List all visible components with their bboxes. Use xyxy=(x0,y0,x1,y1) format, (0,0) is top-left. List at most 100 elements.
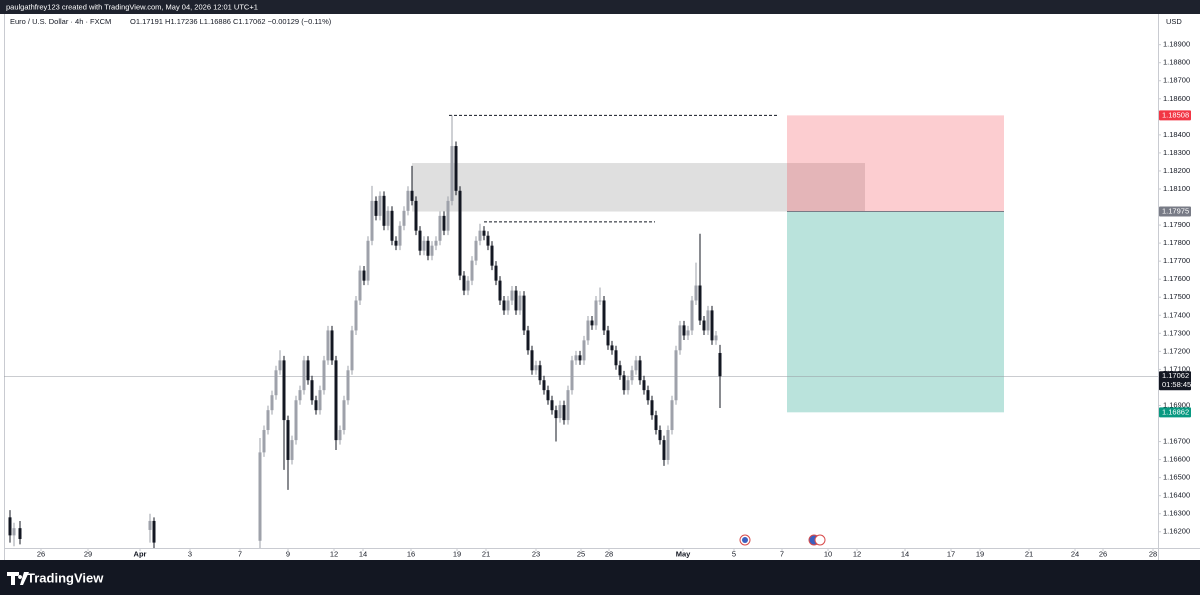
y-tick-label: 1.18400 xyxy=(1163,130,1190,139)
candle-body xyxy=(282,360,286,421)
candle-body xyxy=(626,380,630,391)
candle-body xyxy=(666,430,670,460)
candle-body xyxy=(466,280,470,291)
candle-body xyxy=(582,340,586,361)
x-tick-label: 28 xyxy=(1149,549,1157,558)
candle-body xyxy=(678,325,682,351)
candle-body xyxy=(354,300,358,331)
target-zone xyxy=(787,211,1004,413)
candle-body xyxy=(714,335,718,341)
candle-body xyxy=(546,390,550,401)
candle-body xyxy=(262,430,266,453)
candle-body xyxy=(574,355,578,361)
candle-body xyxy=(350,330,354,371)
candle-body xyxy=(554,410,558,419)
stop-price-label-bg xyxy=(1159,110,1191,121)
entry-price-label: 1.17975 xyxy=(1162,207,1189,216)
candle-body xyxy=(694,285,698,301)
candle-body xyxy=(310,380,314,401)
candle-body xyxy=(718,352,722,377)
candle-body xyxy=(366,240,370,281)
candle-body xyxy=(306,360,310,381)
candle-body xyxy=(710,310,714,341)
x-tick-label: 26 xyxy=(37,549,45,558)
event-icon[interactable] xyxy=(814,534,826,546)
candle-body xyxy=(630,370,634,381)
candle-body xyxy=(490,245,494,266)
x-tick-label: 3 xyxy=(188,549,192,558)
candle-body xyxy=(398,225,402,246)
candle-body xyxy=(510,290,514,301)
y-tick-label: 1.18800 xyxy=(1163,58,1190,67)
candle-body xyxy=(442,215,446,231)
candle-body xyxy=(446,200,450,231)
candle-body xyxy=(458,190,462,276)
candle-body xyxy=(326,330,330,361)
candle-body xyxy=(382,195,386,226)
candle-body xyxy=(538,365,542,381)
candle-body xyxy=(482,230,486,236)
y-tick-label: 1.18300 xyxy=(1163,148,1190,157)
candle-body xyxy=(650,400,654,416)
x-tick-label: 12 xyxy=(853,549,861,558)
candle-body xyxy=(290,440,294,460)
candle-body xyxy=(698,285,702,321)
candle-body xyxy=(322,360,326,391)
candle-body xyxy=(478,230,482,241)
candle-body xyxy=(152,520,156,543)
candle-body xyxy=(454,146,458,191)
candle-body xyxy=(654,415,658,431)
candle-body xyxy=(414,200,418,231)
candle-body xyxy=(474,240,478,261)
candle-body xyxy=(148,520,152,530)
candle-body xyxy=(258,452,262,541)
candle-body xyxy=(638,360,642,381)
x-tick-label: 9 xyxy=(286,549,290,558)
last-price-label: 1.17062 xyxy=(1162,371,1189,380)
candle-body xyxy=(338,430,342,441)
candle-body xyxy=(462,275,466,291)
x-tick-label: 29 xyxy=(84,549,92,558)
y-tick-label: 1.17500 xyxy=(1163,292,1190,301)
brand-logo xyxy=(7,572,29,585)
candle-body xyxy=(622,375,626,391)
candle-body xyxy=(318,390,322,411)
y-tick-label: 1.16900 xyxy=(1163,400,1190,409)
candle-body xyxy=(334,360,338,441)
candle-body xyxy=(642,380,646,391)
attribution: paulgathfrey123 created with TradingView… xyxy=(6,2,258,11)
y-tick-label: 1.18900 xyxy=(1163,40,1190,49)
candle-body xyxy=(526,330,530,351)
candle-body xyxy=(8,517,12,536)
candle-body xyxy=(566,390,570,421)
y-tick-label: 1.17400 xyxy=(1163,310,1190,319)
y-tick-label: 1.17700 xyxy=(1163,256,1190,265)
candle-body xyxy=(418,230,422,251)
y-tick-label: 1.16400 xyxy=(1163,491,1190,500)
y-tick-label: 1.16600 xyxy=(1163,455,1190,464)
candle-body xyxy=(646,390,650,401)
symbol-title: Euro / U.S. Dollar · 4h · FXCM xyxy=(10,17,111,26)
candle-body xyxy=(278,360,282,371)
candle-body xyxy=(12,528,16,536)
x-tick-label: 21 xyxy=(1025,549,1033,558)
x-tick-label: 19 xyxy=(453,549,461,558)
candle-body xyxy=(362,270,366,281)
y-tick-label: 1.16500 xyxy=(1163,473,1190,482)
candle-body xyxy=(434,240,438,246)
candle-body xyxy=(534,365,538,371)
currency: USD xyxy=(1166,17,1182,26)
candle-body xyxy=(410,190,414,201)
candle-body xyxy=(374,200,378,216)
y-tick-label: 1.16200 xyxy=(1163,527,1190,536)
candle-body xyxy=(274,370,278,396)
candle-body xyxy=(570,360,574,391)
x-tick-label: 14 xyxy=(359,549,367,558)
x-tick-label: 26 xyxy=(1099,549,1107,558)
x-tick-label: 16 xyxy=(407,549,415,558)
candle-body xyxy=(514,290,518,311)
candle-body xyxy=(550,400,554,411)
x-tick-label: 7 xyxy=(238,549,242,558)
candle-body xyxy=(618,365,622,376)
